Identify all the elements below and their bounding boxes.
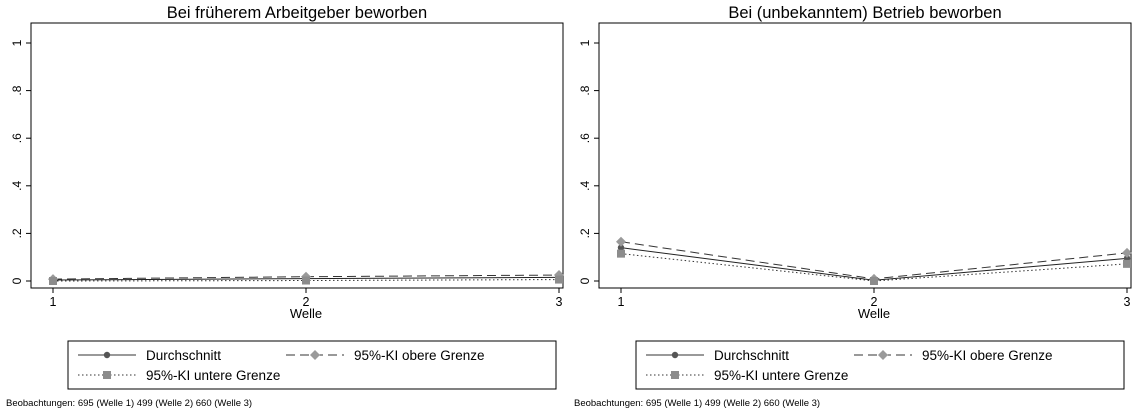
- legend-label-left-2: 95%-KI untere Grenze: [146, 368, 280, 383]
- y-tick-label-left-5: 1: [10, 39, 24, 46]
- chart-left: Bei früherem Arbeitgeber beworben 0 .2 .4 .6…: [10, 4, 564, 390]
- x-tick-label-right-1: 2: [871, 295, 878, 309]
- data-point-left-2-0: [49, 277, 57, 285]
- data-point-right-2-0: [617, 249, 625, 258]
- x-tick-label-left-1: 2: [303, 295, 310, 309]
- chart-title-left: Bei früherem Arbeitgeber beworben: [167, 4, 428, 22]
- series-line-right-2: [620, 253, 1128, 282]
- x-axis-label-right: Welle: [858, 306, 890, 321]
- data-point-right-0-0: [617, 244, 625, 251]
- data-point-right-2-2: [1123, 259, 1131, 268]
- series-right-2: [617, 249, 1131, 285]
- chart-right: Bei (unbekanntem) Betrieb beworben 0 .2 .4.…: [578, 4, 1132, 390]
- chart-title-right: Bei (unbekanntem) Betrieb beworben: [728, 4, 1001, 22]
- y-tick-label-left-1: .2: [10, 228, 24, 238]
- x-tick-label-left-0: 1: [50, 295, 57, 309]
- series-line-right-1: [620, 241, 1128, 280]
- x-tick-label-right-2: 3: [1124, 295, 1131, 309]
- y-tick-label-right-2: .4: [578, 180, 592, 190]
- series-left-2: [49, 275, 563, 285]
- legend-label-right-1: 95%-KI obere Grenze: [922, 348, 1053, 363]
- chart-panel-left: Bei früherem Arbeitgeber beworben 0 .2 .4 .6…: [0, 0, 568, 412]
- legend-marker-left-2: [103, 371, 111, 379]
- legend-box-right: [635, 340, 1125, 390]
- data-point-left-2-2: [555, 275, 563, 284]
- legend-marker-left-1: [310, 350, 320, 360]
- plot-frame-left: [30, 22, 564, 289]
- legend-marker-right-1: [878, 350, 888, 360]
- legend-marker-left-0: [103, 351, 111, 359]
- legend-label-left-1: 95%-KI obere Grenze: [354, 348, 485, 363]
- y-tick-label-right-4: .8: [578, 85, 592, 95]
- x-tick-label-right-0: 1: [618, 295, 625, 309]
- legend-label-right-2: 95%-KI untere Grenze: [714, 368, 848, 383]
- observations-note-left: Beobachtungen: 695 (Welle 1) 499 (Welle …: [6, 398, 253, 409]
- chart-panel-right: Bei (unbekanntem) Betrieb beworben 0 .2 .4.…: [568, 0, 1136, 412]
- y-tick-label-right-0: 0: [578, 277, 592, 284]
- x-axis-label-left: Welle: [290, 306, 322, 321]
- legend-box-left: [67, 340, 557, 390]
- series-right-1: [616, 236, 1132, 284]
- y-tick-label-left-0: 0: [10, 277, 24, 284]
- y-tick-label-right-5: 1: [578, 39, 592, 46]
- legend-marker-right-0: [671, 351, 679, 359]
- data-point-right-1-0: [616, 236, 626, 247]
- y-tick-label-right-3: .6: [578, 133, 592, 143]
- y-tick-label-right-1: .2: [578, 228, 592, 238]
- legend-label-left-0: Durchschnitt: [146, 348, 221, 363]
- observations-note-right: Beobachtungen: 695 (Welle 1) 499 (Welle …: [574, 398, 821, 409]
- legend-left: Durchschnitt 95%-KI obere Grenze 95%-KI un…: [67, 340, 557, 390]
- legend-right: Durchschnitt 95%-KI obere Grenze 95%-KI un…: [635, 340, 1125, 390]
- x-tick-label-left-2: 3: [556, 295, 563, 309]
- plot-frame-right: [598, 22, 1132, 289]
- legend-marker-right-2: [671, 371, 679, 379]
- data-point-left-2-1: [302, 276, 310, 285]
- y-tick-label-left-3: .6: [10, 133, 24, 143]
- data-point-right-2-1: [870, 277, 878, 285]
- y-tick-label-left-4: .8: [10, 85, 24, 95]
- y-tick-label-left-2: .4: [10, 180, 24, 190]
- data-point-right-1-2: [1122, 247, 1132, 258]
- legend-label-right-0: Durchschnitt: [714, 348, 789, 363]
